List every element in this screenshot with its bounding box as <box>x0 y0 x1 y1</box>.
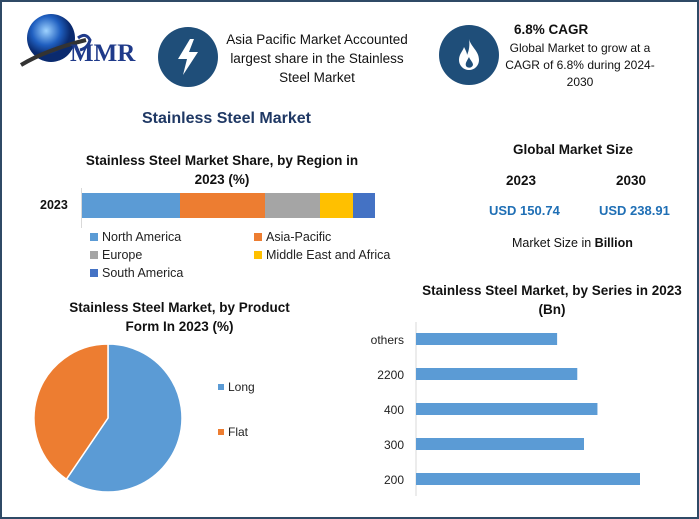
series-bar-chart: others 2200 400 300 200 <box>371 322 640 496</box>
legend-label: Long <box>228 380 255 394</box>
product-form-chart-title: Stainless Steel Market, by Product Form … <box>69 300 290 334</box>
legend-swatch <box>218 429 224 435</box>
legend-swatch <box>254 233 262 241</box>
legend-middle-east-africa: Middle East and Africa <box>254 248 390 262</box>
legend-long: Long <box>218 380 255 394</box>
series-bar-2200 <box>416 368 578 380</box>
segment-north-america <box>82 193 180 218</box>
region-chart-title: Stainless Steel Market Share, by Region … <box>85 153 359 187</box>
market-size-note-unit: Billion <box>594 236 633 250</box>
series-tick-label: 2200 <box>377 368 404 382</box>
market-size-note-prefix: Market Size in <box>512 236 595 250</box>
legend-label: Flat <box>228 425 249 439</box>
market-size-year-2030: 2030 <box>616 173 647 188</box>
legend-swatch <box>90 233 98 241</box>
market-size-value-2030: USD 238.91 <box>599 203 670 218</box>
flame-icon-badge <box>439 25 499 85</box>
market-size-value-2023: USD 150.74 <box>489 203 560 218</box>
legend-asia-pacific: Asia-Pacific <box>254 230 331 244</box>
region-stacked-bar <box>82 193 375 218</box>
legend-swatch <box>90 251 98 259</box>
legend-swatch <box>254 251 262 259</box>
legend-swatch <box>218 384 224 390</box>
segment-europe <box>264 193 320 218</box>
market-size-title: Global Market Size <box>513 142 634 157</box>
region-chart-category-label: 2023 <box>40 198 68 212</box>
series-tick-label: 200 <box>384 473 404 487</box>
segment-south-america <box>353 193 375 218</box>
legend-label: Europe <box>102 248 143 262</box>
legend-label: South America <box>102 266 184 280</box>
series-bar-300 <box>416 438 584 450</box>
market-size-note: Market Size in Billion <box>512 236 633 250</box>
series-bar-others <box>416 333 558 345</box>
market-size-year-2023: 2023 <box>506 173 537 188</box>
main-title: Stainless Steel Market <box>142 110 311 127</box>
series-bar-400 <box>416 403 598 415</box>
cagr-text: Global Market to grow at a CAGR of 6.8% … <box>505 41 655 89</box>
pie-slice-long <box>65 343 183 493</box>
legend-europe: Europe <box>90 248 142 262</box>
region-chart-axis <box>81 188 82 228</box>
lightning-icon <box>178 39 198 75</box>
series-bar-200 <box>416 473 640 485</box>
cagr-title: 6.8% CAGR <box>514 22 589 37</box>
highlight-asia-pacific: Asia Pacific Market Accounted largest sh… <box>226 32 408 85</box>
pie-slice-flat <box>33 343 109 481</box>
lightning-icon-badge <box>158 27 218 87</box>
series-tick-label: 400 <box>384 403 404 417</box>
series-tick-label: 300 <box>384 438 404 452</box>
legend-swatch <box>90 269 98 277</box>
legend-flat: Flat <box>218 425 248 439</box>
legend-label: Middle East and Africa <box>266 248 391 262</box>
segment-middle-east-and-africa <box>319 193 353 218</box>
legend-south-america: South America <box>90 266 183 280</box>
logo-text: MMR <box>70 40 136 67</box>
product-form-pie <box>33 343 183 493</box>
legend-north-america: North America <box>90 230 181 244</box>
legend-label: North America <box>102 230 182 244</box>
flame-icon <box>459 39 479 70</box>
segment-asia-pacific <box>179 193 265 218</box>
series-chart-title: Stainless Steel Market, by Series in 202… <box>422 283 682 317</box>
series-tick-label: others <box>371 333 404 347</box>
legend-label: Asia-Pacific <box>266 230 332 244</box>
mmr-logo: MMR <box>16 10 146 80</box>
